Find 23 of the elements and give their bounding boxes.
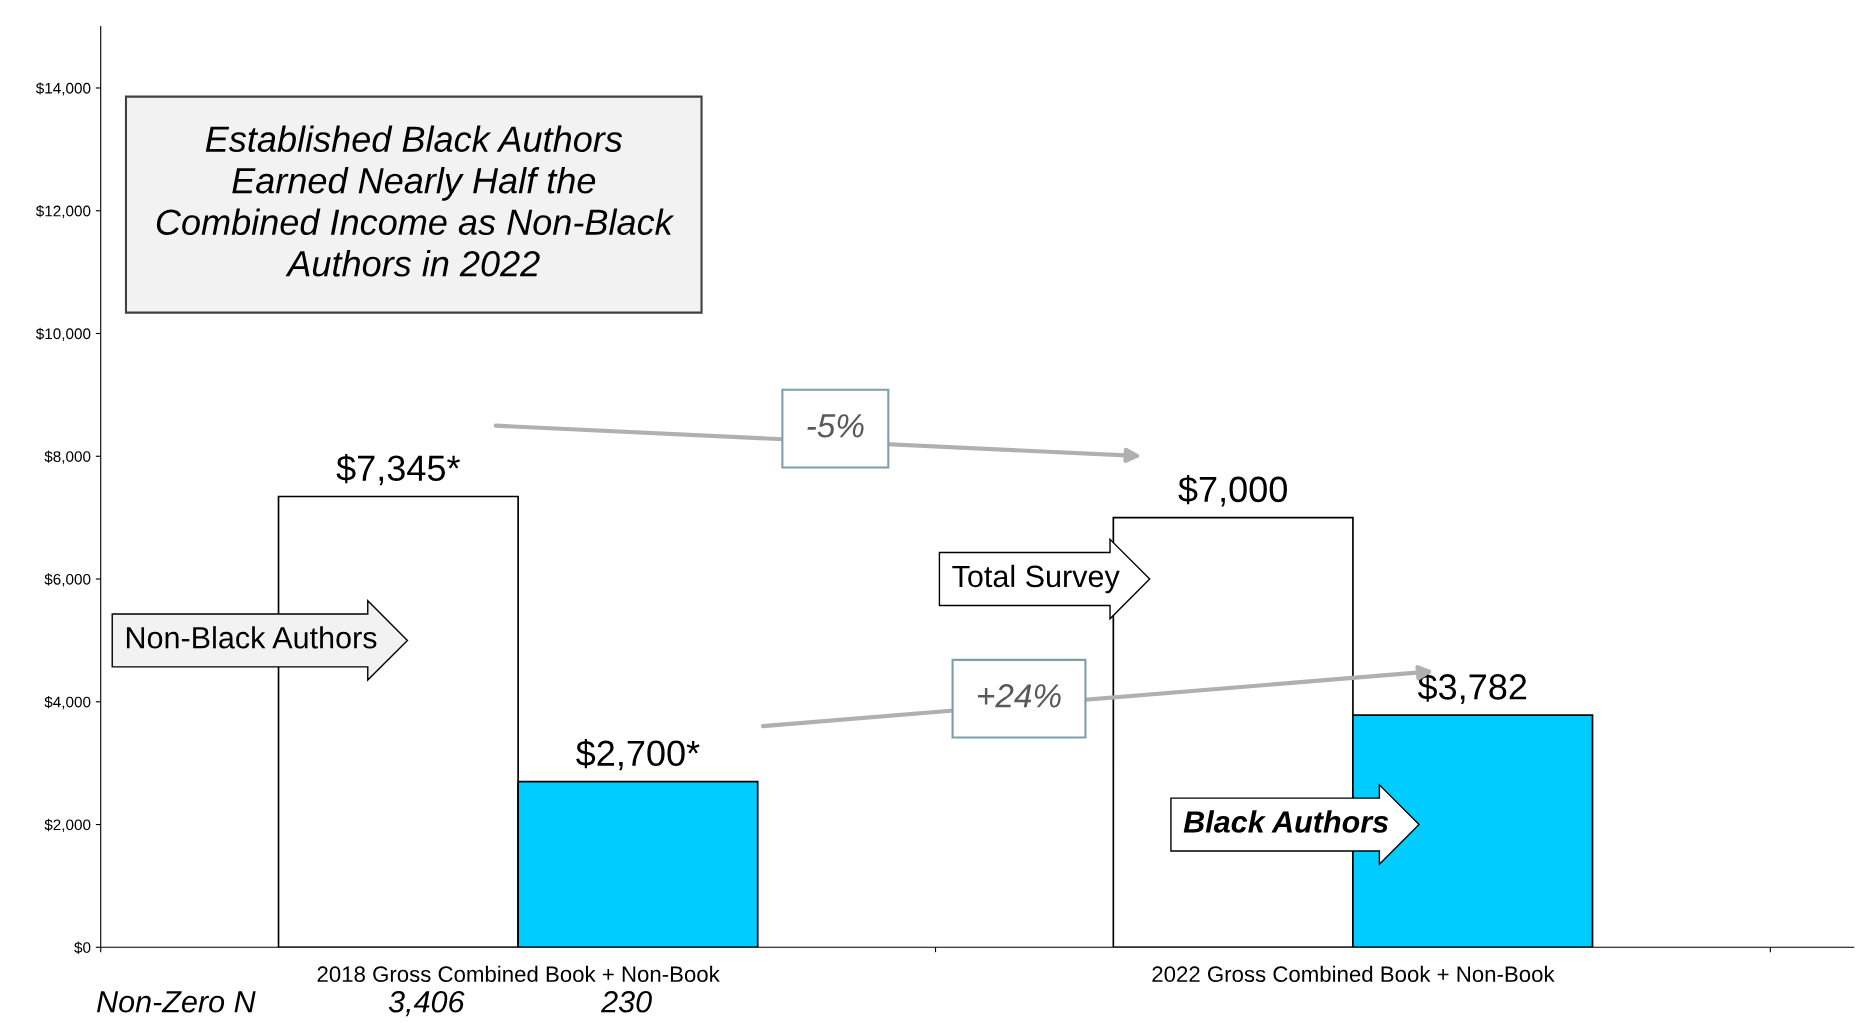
y-tick-label: $10,000 [35,327,91,341]
x-tick-label: 2022 Gross Combined Book + Non-Book [1152,965,1555,983]
annotation: Black Authors [1183,810,1389,833]
text: Non-Zero N [96,991,256,1013]
data-label: $7,345* [336,453,461,486]
y-tick-label: $6,000 [44,573,91,587]
text: 3,406 [388,990,465,1017]
y-tick-label: $14,000 [35,82,91,96]
data-label: $7,000 [1178,475,1287,507]
x-tick-label: 2018 Gross Combined Book + Non-Book [317,965,720,983]
data-label: $3,782 [1417,672,1527,704]
y-tick-label: $8,000 [44,450,91,464]
annotation: Total Survey [952,564,1120,594]
annotation: -5% [807,414,864,438]
y-tick-label: $12,000 [35,204,91,219]
y-tick-label: $4,000 [44,696,91,710]
text: 230 [600,990,652,1013]
annotation: +24% [978,684,1061,708]
y-tick-label: $2,000 [44,818,91,833]
y-tick-label: $0 [74,941,91,954]
annotation: Non-Black Authors [126,626,377,649]
data-label: $2,700* [576,739,700,771]
text: Established Black Authors Earned Nearly Half the Combined Income as Non-Black Authors in 2022 [156,125,675,277]
